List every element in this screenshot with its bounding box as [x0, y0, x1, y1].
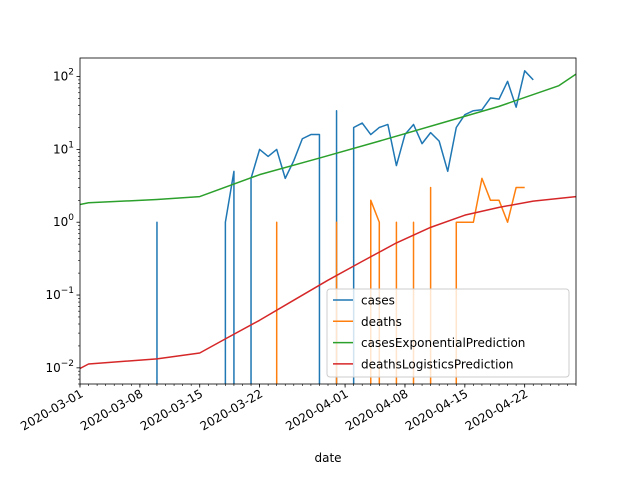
legend-label: deaths — [361, 315, 402, 329]
x-tick-label: 2020-03-01 — [18, 386, 85, 433]
y-tick-base: 10 — [45, 361, 60, 375]
y-tick-label: 10−2 — [45, 359, 74, 375]
y-tick-exp: 2 — [68, 68, 74, 78]
legend-label: cases — [361, 294, 395, 308]
x-tick-label: 2020-04-08 — [343, 386, 410, 433]
y-tick-exp: 0 — [68, 213, 74, 223]
x-tick-label: 2020-04-01 — [283, 386, 350, 433]
y-tick-exp: −1 — [61, 286, 74, 296]
y-tick-exp: 1 — [68, 140, 74, 150]
legend: cases deaths casesExponentialPrediction dea… — [326, 288, 570, 378]
y-tick-base: 10 — [53, 215, 68, 229]
legend-label: casesExponentialPrediction — [361, 336, 525, 350]
x-tick-label: 2020-03-15 — [138, 386, 205, 433]
y-tick-base: 10 — [53, 142, 68, 156]
y-tick-label: 100 — [53, 213, 74, 229]
x-tick-label: 2020-04-15 — [403, 386, 470, 433]
y-tick-exp: −2 — [61, 359, 74, 369]
y-tick-base: 10 — [45, 288, 60, 302]
y-tick-label: 101 — [53, 140, 74, 156]
y-tick-label: 102 — [53, 68, 74, 84]
x-axis-label: date — [314, 451, 341, 465]
legend-label: deathsLogisticsPrediction — [361, 357, 513, 371]
x-tick-label: 2020-04-22 — [463, 386, 530, 433]
x-tick-label: 2020-03-22 — [198, 386, 265, 433]
y-tick-base: 10 — [53, 70, 68, 84]
x-tick-label: 2020-03-08 — [78, 386, 145, 433]
series-line-3 — [80, 73, 576, 206]
y-tick-label: 10−1 — [45, 286, 74, 302]
legend-box — [326, 288, 570, 378]
series-line-4 — [80, 195, 576, 370]
